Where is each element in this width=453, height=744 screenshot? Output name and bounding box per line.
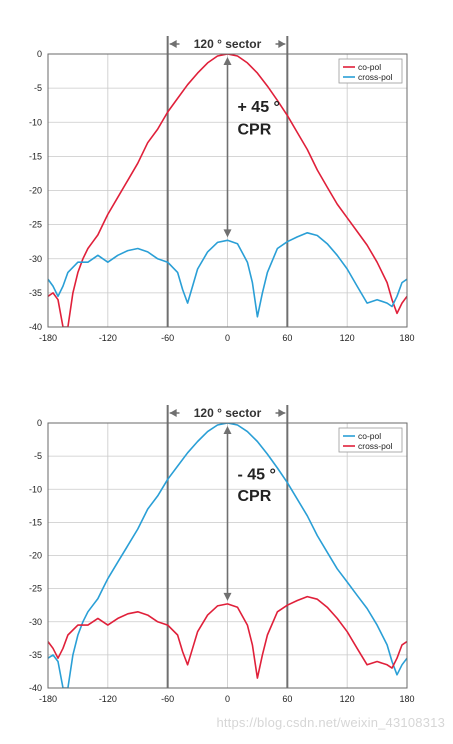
series-line-cross-pol [48, 595, 407, 679]
x-tick-label: -120 [99, 694, 117, 704]
x-tick-label: -180 [39, 694, 57, 704]
x-tick-label: -120 [99, 333, 117, 343]
cpr-arrowhead-down-icon [223, 592, 232, 601]
legend-label: cross-pol [358, 72, 393, 82]
x-tick-label: -60 [161, 333, 174, 343]
y-tick-label: -10 [29, 117, 42, 127]
cpr-arrowhead-up-icon [223, 426, 232, 434]
y-tick-label: -15 [29, 151, 42, 161]
x-tick-label: 60 [282, 333, 292, 343]
arrowhead-left-icon [169, 40, 177, 48]
annotation-angle: - 45 ° [238, 466, 276, 483]
y-tick-label: -5 [34, 83, 42, 93]
legend-box [338, 427, 403, 453]
x-tick-label: 180 [399, 694, 414, 704]
axis-frame [47, 53, 408, 328]
cpr-arrowhead-down-icon [223, 229, 232, 238]
y-tick-label: 0 [37, 49, 42, 59]
legend-box [338, 58, 403, 84]
arrowhead-left-icon [169, 409, 177, 417]
annotation-metric: CPR [238, 488, 272, 505]
arrowhead-right-icon [278, 409, 286, 417]
legend-label: co-pol [358, 62, 381, 72]
x-tick-label: -60 [161, 694, 174, 704]
y-tick-label: -15 [29, 517, 42, 527]
x-tick-label: -180 [39, 333, 57, 343]
y-tick-label: -20 [29, 551, 42, 561]
x-tick-label: 0 [225, 333, 230, 343]
x-tick-label: 0 [225, 694, 230, 704]
legend-label: co-pol [358, 431, 381, 441]
series-line-co-pol [48, 423, 407, 688]
y-tick-label: -40 [29, 322, 42, 332]
arrowhead-right-icon [278, 40, 286, 48]
watermark-text: https://blog.csdn.net/weixin_43108313 [216, 715, 445, 730]
annotation-angle: + 45 ° [238, 99, 280, 116]
y-tick-label: -25 [29, 220, 42, 230]
legend-label: cross-pol [358, 441, 393, 451]
y-tick-label: -5 [34, 451, 42, 461]
y-tick-label: -25 [29, 584, 42, 594]
x-tick-label: 60 [282, 694, 292, 704]
y-tick-label: -40 [29, 683, 42, 693]
chart-1: 120 ° sector + 45 ° CPR -180 -120 -60 0 60 120 18… [29, 36, 415, 343]
x-tick-label: 120 [340, 694, 355, 704]
x-tick-label: 180 [399, 333, 414, 343]
y-tick-label: -30 [29, 254, 42, 264]
axis-frame [47, 422, 408, 689]
y-tick-label: -20 [29, 186, 42, 196]
annotation-metric: CPR [238, 122, 272, 139]
y-tick-label: -30 [29, 617, 42, 627]
sector-label: 120 ° sector [194, 406, 262, 420]
y-tick-label: 0 [37, 418, 42, 428]
x-tick-label: 120 [340, 333, 355, 343]
y-tick-label: -10 [29, 484, 42, 494]
chart-2: 120 ° sector - 45 ° CPR -180 -120 -60 0 60 120 18… [29, 405, 415, 704]
cpr-arrowhead-up-icon [223, 57, 232, 65]
sector-label: 120 ° sector [194, 37, 262, 51]
series-line-cross-pol [48, 232, 407, 318]
series-line-co-pol [48, 54, 407, 327]
y-tick-label: -35 [29, 650, 42, 660]
y-tick-label: -35 [29, 288, 42, 298]
